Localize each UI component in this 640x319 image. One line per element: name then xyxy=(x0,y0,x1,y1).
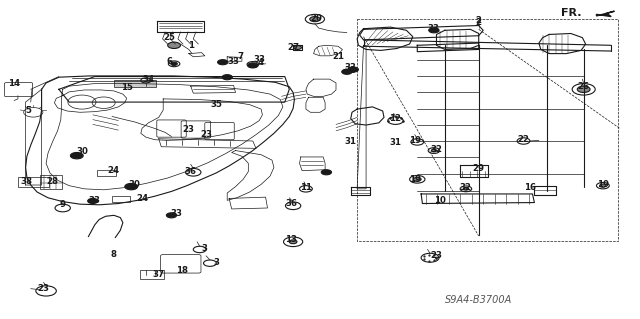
Circle shape xyxy=(413,177,421,181)
Text: 16: 16 xyxy=(524,183,536,192)
Text: 24: 24 xyxy=(136,194,148,203)
Circle shape xyxy=(429,28,439,33)
Text: 33: 33 xyxy=(253,56,265,64)
Circle shape xyxy=(222,75,232,80)
Bar xyxy=(112,196,130,202)
Text: 3: 3 xyxy=(213,258,220,267)
Text: 33: 33 xyxy=(89,196,100,205)
Circle shape xyxy=(321,170,332,175)
Text: 27: 27 xyxy=(287,43,299,52)
Text: 19: 19 xyxy=(409,175,420,184)
Text: 25: 25 xyxy=(164,33,175,42)
Circle shape xyxy=(70,152,83,159)
Circle shape xyxy=(577,86,590,93)
Text: 26: 26 xyxy=(578,82,589,91)
Circle shape xyxy=(431,149,436,152)
Circle shape xyxy=(125,183,138,190)
Text: 12: 12 xyxy=(390,114,401,123)
Circle shape xyxy=(88,198,98,204)
Text: 33: 33 xyxy=(345,66,356,75)
Text: 30: 30 xyxy=(76,147,88,156)
Text: 13: 13 xyxy=(285,235,297,244)
Circle shape xyxy=(463,188,468,190)
Text: 10: 10 xyxy=(435,196,446,205)
Text: FR.: FR. xyxy=(561,8,581,18)
Text: 33: 33 xyxy=(228,57,239,66)
Text: 22: 22 xyxy=(518,135,529,144)
Polygon shape xyxy=(596,11,614,17)
Text: 18: 18 xyxy=(177,266,188,275)
Text: 35: 35 xyxy=(211,100,222,109)
Circle shape xyxy=(171,62,177,65)
Circle shape xyxy=(310,17,320,22)
Text: 30: 30 xyxy=(129,180,140,189)
Text: 7: 7 xyxy=(237,52,243,61)
Bar xyxy=(114,80,156,87)
Text: 11: 11 xyxy=(300,183,312,192)
Bar xyxy=(97,170,116,176)
Text: 33: 33 xyxy=(428,24,440,33)
Text: 19: 19 xyxy=(409,136,420,145)
Text: 23: 23 xyxy=(38,284,49,293)
Text: 5: 5 xyxy=(26,106,32,115)
Text: 38: 38 xyxy=(21,177,33,186)
Text: 24: 24 xyxy=(108,166,120,175)
Text: 21: 21 xyxy=(332,52,344,61)
Text: 34: 34 xyxy=(143,75,154,84)
Circle shape xyxy=(168,42,180,48)
Text: 8: 8 xyxy=(111,250,117,259)
Text: 6: 6 xyxy=(166,57,173,66)
Text: 33: 33 xyxy=(345,63,356,72)
Circle shape xyxy=(289,240,297,244)
Text: 20: 20 xyxy=(311,14,323,23)
Text: 4: 4 xyxy=(258,58,264,67)
Text: 3: 3 xyxy=(202,244,208,253)
Text: 32: 32 xyxy=(431,145,442,154)
Text: 2: 2 xyxy=(476,19,482,27)
Text: 1: 1 xyxy=(188,41,194,50)
Text: 37: 37 xyxy=(153,271,164,279)
Text: 19: 19 xyxy=(597,180,609,189)
Text: 31: 31 xyxy=(345,137,356,146)
Text: 2: 2 xyxy=(476,16,482,25)
Circle shape xyxy=(248,63,258,68)
Text: 36: 36 xyxy=(185,167,196,176)
Text: S9A4-B3700A: S9A4-B3700A xyxy=(445,295,513,305)
Text: 29: 29 xyxy=(473,164,484,173)
Bar xyxy=(40,175,62,189)
Text: 23: 23 xyxy=(431,251,442,260)
Text: 32: 32 xyxy=(460,183,472,192)
Text: 36: 36 xyxy=(285,199,297,208)
Circle shape xyxy=(348,67,358,72)
Text: 9: 9 xyxy=(60,200,66,209)
Circle shape xyxy=(166,213,177,218)
Circle shape xyxy=(218,60,228,65)
Text: 33: 33 xyxy=(170,209,182,218)
Circle shape xyxy=(294,46,301,49)
Bar xyxy=(18,177,49,187)
Text: 14: 14 xyxy=(8,79,20,88)
Text: 23: 23 xyxy=(200,130,212,139)
Text: 23: 23 xyxy=(183,125,195,134)
Text: 28: 28 xyxy=(47,177,58,186)
Circle shape xyxy=(600,184,606,187)
Text: 31: 31 xyxy=(390,138,401,147)
Circle shape xyxy=(342,69,352,74)
Text: 15: 15 xyxy=(121,83,132,92)
Bar xyxy=(140,270,164,279)
